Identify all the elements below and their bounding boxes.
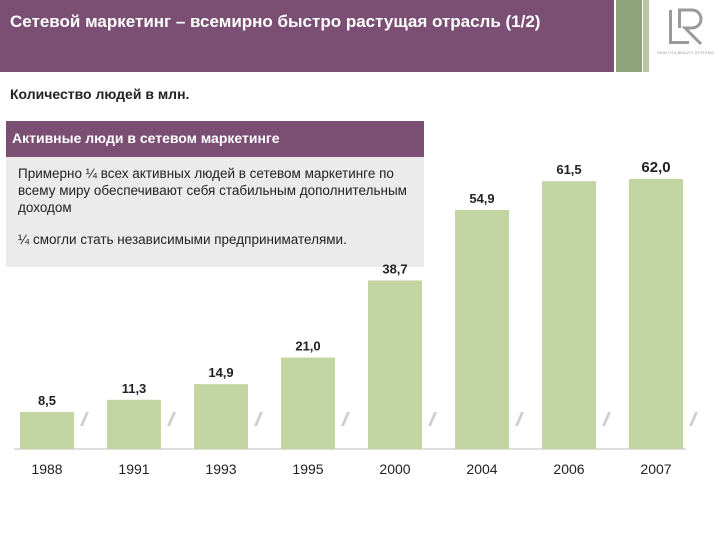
chart-subtitle: Количество людей в млн.	[10, 86, 190, 102]
decorative-stripe-thin	[643, 0, 649, 72]
info-paragraph-2: ¼ смогли стать независимыми предпринимат…	[18, 232, 347, 247]
axis-break-mark	[602, 412, 611, 426]
axis-break-mark	[80, 412, 89, 426]
axis-break-mark	[515, 412, 524, 426]
bar-2006	[542, 181, 596, 449]
axis-break-mark	[254, 412, 263, 426]
bar-1995	[281, 357, 335, 449]
title-banner: Сетевой маркетинг – всемирно быстро раст…	[0, 0, 614, 72]
category-label: 2000	[379, 461, 410, 477]
value-label: 62,0	[641, 159, 670, 176]
info-box-body: Примерно ¼ всех активных людей в сетевом…	[6, 157, 424, 267]
decorative-stripe	[616, 0, 642, 72]
bar-1991	[107, 399, 161, 449]
lr-logo-icon	[669, 8, 703, 46]
info-box-header: Активные люди в сетевом маркетинге	[6, 121, 424, 157]
category-label: 2004	[466, 461, 497, 477]
value-label: 11,3	[122, 381, 147, 396]
bar-2004	[455, 209, 509, 449]
axis-break-mark	[428, 412, 437, 426]
bar-1988	[20, 411, 74, 449]
value-label: 61,5	[556, 162, 581, 177]
category-label: 2006	[553, 461, 584, 477]
info-box-title: Активные люди в сетевом маркетинге	[12, 130, 280, 146]
page-title: Сетевой маркетинг – всемирно быстро раст…	[10, 12, 541, 31]
value-label: 54,9	[469, 191, 494, 206]
value-label: 38,7	[382, 261, 407, 276]
company-logo: HEALTH & BEAUTY SYSTEMS	[651, 0, 720, 72]
category-label: 1995	[292, 461, 323, 477]
category-label: 1988	[31, 461, 62, 477]
bar-1993	[194, 384, 248, 449]
value-label: 8,5	[38, 393, 56, 408]
value-label: 21,0	[295, 339, 320, 354]
value-label: 14,9	[208, 365, 233, 380]
axis-break-mark	[341, 412, 350, 426]
category-label: 1991	[118, 461, 149, 477]
bar-2007	[629, 179, 683, 449]
axis-break-mark	[689, 412, 698, 426]
axis-break-mark	[167, 412, 176, 426]
category-label: 2007	[640, 461, 671, 477]
info-paragraph-1: Примерно ¼ всех активных людей в сетевом…	[18, 166, 407, 215]
logo-tagline: HEALTH & BEAUTY SYSTEMS	[657, 50, 714, 55]
bar-2000	[368, 280, 422, 449]
category-label: 1993	[205, 461, 236, 477]
